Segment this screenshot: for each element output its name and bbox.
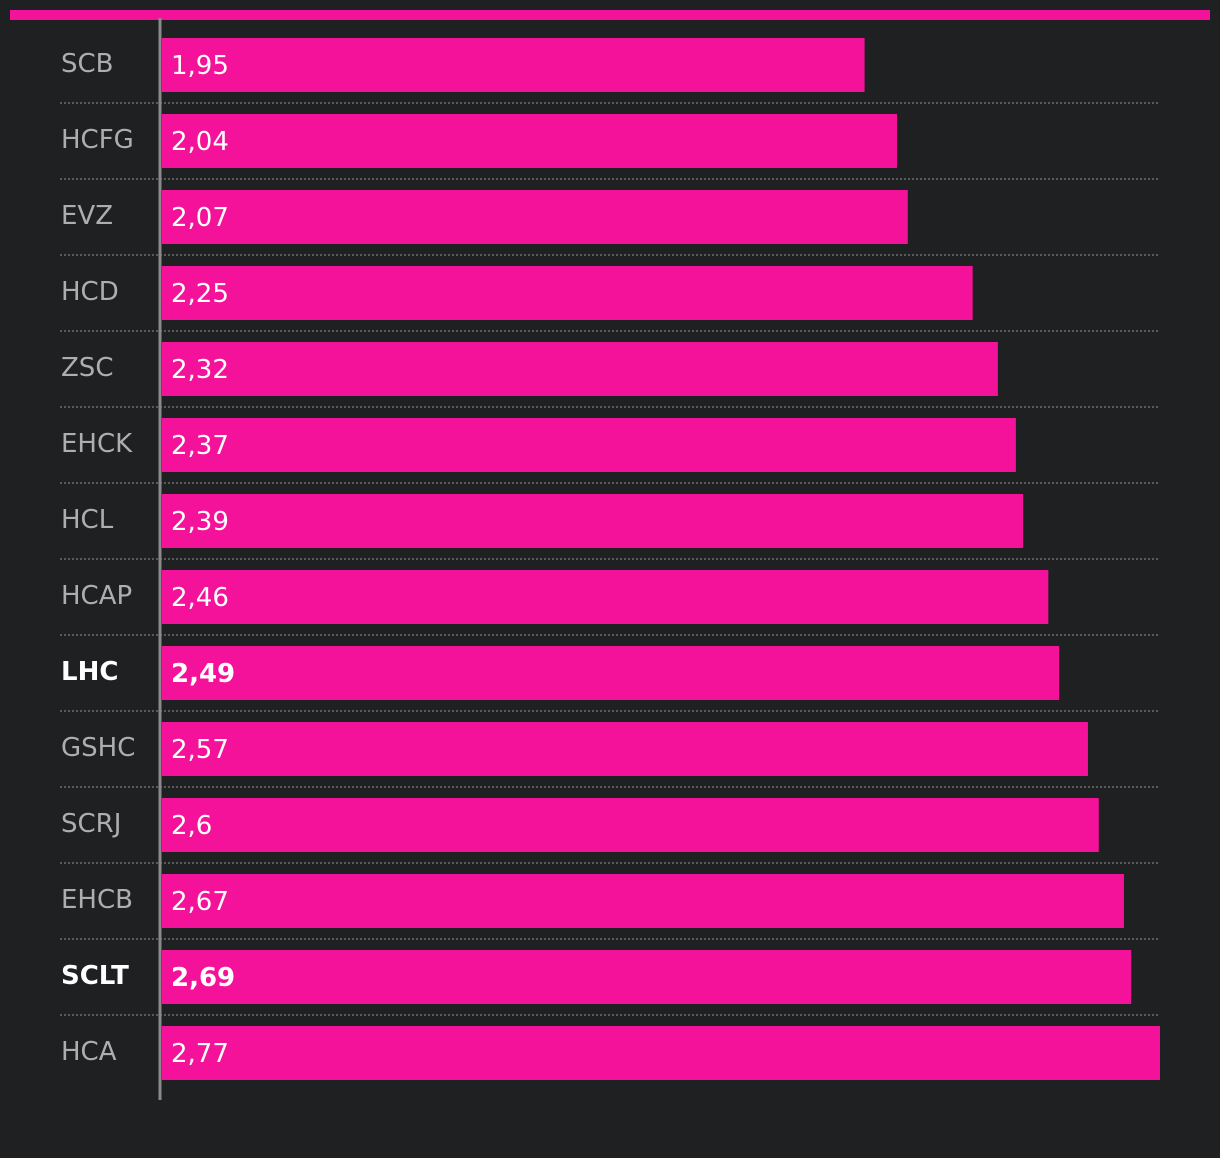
bar-gshc [162,722,1088,776]
bar-hcl [162,494,1024,548]
category-label-lhc: LHC [61,657,118,687]
category-label-hcd: HCD [61,277,119,307]
bar-ehcb [162,874,1124,928]
category-label-zsc: ZSC [61,353,113,383]
bar-ehck [162,418,1016,472]
top-accent-stripe [10,10,1210,20]
bar-hcfg [162,114,897,168]
category-label-scrj: SCRJ [61,809,121,839]
value-label-hcfg: 2,04 [171,127,229,157]
bar-lhc [162,646,1060,700]
value-label-hcd: 2,25 [171,279,229,309]
value-label-scrj: 2,6 [171,811,212,841]
category-label-hca: HCA [61,1037,117,1067]
bar-hcap [162,570,1049,624]
category-label-ehcb: EHCB [61,885,133,915]
value-label-sclt: 2,69 [171,963,235,993]
category-label-ehck: EHCK [61,429,133,459]
category-label-hcfg: HCFG [61,125,134,155]
bar-scb [162,38,865,92]
bar-hca [162,1026,1160,1080]
value-label-zsc: 2,32 [171,355,229,385]
value-label-ehcb: 2,67 [171,887,229,917]
category-label-sclt: SCLT [61,961,129,991]
category-label-hcap: HCAP [61,581,132,611]
value-label-hcl: 2,39 [171,507,229,537]
value-label-gshc: 2,57 [171,735,229,765]
value-label-evz: 2,07 [171,203,229,233]
bar-zsc [162,342,998,396]
value-label-hcap: 2,46 [171,583,229,613]
category-label-gshc: GSHC [61,733,135,763]
bar-hcd [162,266,973,320]
value-label-scb: 1,95 [171,51,229,81]
bar-scrj [162,798,1099,852]
bar-evz [162,190,908,244]
category-label-scb: SCB [61,49,114,79]
bar-sclt [162,950,1132,1004]
value-label-ehck: 2,37 [171,431,229,461]
value-label-lhc: 2,49 [171,659,235,689]
category-label-evz: EVZ [61,201,113,231]
value-label-hca: 2,77 [171,1039,229,1069]
category-label-hcl: HCL [61,505,114,535]
